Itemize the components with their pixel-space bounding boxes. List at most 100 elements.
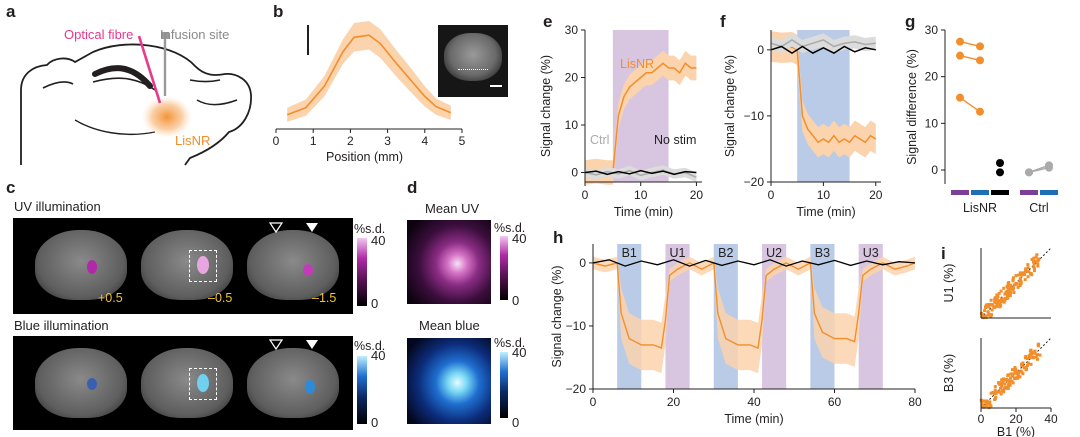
svg-e-ytick-label: 10 <box>565 118 579 132</box>
g-lisnr-point-blue <box>976 42 984 51</box>
i-point <box>1024 267 1028 271</box>
i-point <box>1003 298 1007 302</box>
i-ylabel: B3 (%) <box>942 354 956 392</box>
i-point <box>1006 387 1010 391</box>
g-lisnr-point-uv <box>956 51 964 60</box>
i-point <box>1032 256 1036 260</box>
i-point <box>1020 370 1024 374</box>
i-point <box>1029 349 1033 353</box>
i-point <box>980 400 984 404</box>
i-point <box>993 306 997 310</box>
i-point <box>1002 379 1006 383</box>
i-point <box>1005 377 1009 381</box>
i-point <box>1002 300 1006 304</box>
i-point <box>981 403 985 407</box>
i-point <box>1007 384 1011 388</box>
h-period-label: B2 <box>718 246 733 260</box>
i-point <box>1003 382 1007 386</box>
lisnr-glow <box>142 96 192 138</box>
i-point <box>988 303 992 307</box>
slice-label-1: +0.5 <box>98 291 123 305</box>
d-blue-scale-unit: %s.d. <box>494 336 526 350</box>
hollow-arrow-icon <box>268 222 284 234</box>
mean-uv-title: Mean UV <box>425 201 480 216</box>
i-point <box>990 308 994 312</box>
i-point <box>1000 388 1004 392</box>
mean-uv-image <box>407 220 491 304</box>
svg-f-ylabel: Signal change (%) <box>723 55 737 157</box>
i-point <box>1019 281 1023 285</box>
i-point <box>994 395 998 399</box>
h-ytick-label: −10 <box>566 319 587 333</box>
svg-f-ctrl-band <box>771 33 876 54</box>
h-ytick-label: −20 <box>566 382 587 396</box>
svg-e-series-no-stim <box>584 169 697 176</box>
i-point <box>1029 352 1033 356</box>
i-point <box>1023 269 1027 273</box>
chart-i: U1 (%) B3 (%) 0 20 40 B1 (%) <box>942 247 1058 437</box>
i-point <box>995 293 999 297</box>
g-lisnr-point-uv <box>956 37 964 46</box>
blue-colorbar <box>357 356 367 424</box>
i-point <box>1033 269 1037 273</box>
chart-e: 0 10 20 30 0 10 20 Time (min) Signal change (%) L… <box>539 23 703 219</box>
i-point <box>1037 342 1041 346</box>
blue-scale-min: 0 <box>371 415 379 430</box>
h-period-label: U2 <box>766 246 782 260</box>
h-period-label: U1 <box>670 246 686 260</box>
svg-f-ytick-label: 0 <box>757 43 764 57</box>
i-point <box>1036 259 1040 263</box>
h-period-label: U3 <box>863 246 879 260</box>
panel-letter-f: f <box>720 12 726 31</box>
g-ctrl-point-1 <box>1025 168 1033 177</box>
g-condition-bar <box>991 190 1009 195</box>
i-point <box>1010 286 1014 290</box>
h-xtick-label: 60 <box>828 395 842 409</box>
i-point <box>999 304 1003 308</box>
b-mean-line <box>286 34 452 116</box>
i-point <box>1026 263 1030 267</box>
chart-g: 0 10 20 30 Signal difference (%) LisNR Ctrl <box>905 23 1058 215</box>
i-point <box>1032 351 1036 355</box>
i-point <box>1011 381 1015 385</box>
d-blue-scale-min: 0 <box>512 415 520 430</box>
i-point <box>1035 353 1039 357</box>
svg-f-xtick-label: 10 <box>817 188 831 202</box>
h-period-label: B3 <box>815 246 830 260</box>
svg-f-xlabel: Time (min) <box>796 205 855 219</box>
panel-letter-a: a <box>6 2 16 21</box>
i-point <box>1025 363 1029 367</box>
i-point <box>987 305 991 309</box>
i-point <box>1015 376 1019 380</box>
h-xtick-label: 20 <box>667 395 681 409</box>
g-group-label-ctrl: Ctrl <box>1029 201 1048 215</box>
h-xtick-label: 40 <box>747 395 761 409</box>
mean-blue-colorbar <box>500 352 508 418</box>
optical-fibre <box>137 35 162 104</box>
i-xtick-label: 40 <box>1044 412 1058 426</box>
g-ytick-label: 0 <box>931 163 938 177</box>
i-point <box>992 391 996 395</box>
h-ylabel: Signal change (%) <box>550 265 564 367</box>
g-condition-bar <box>951 190 969 195</box>
panel-letter-b: b <box>273 2 284 21</box>
i-point <box>1003 296 1007 300</box>
i-point <box>1023 273 1027 277</box>
h-lisnr-band <box>593 256 915 374</box>
i-point <box>1036 344 1040 348</box>
blue-scale-max: 40 <box>371 348 386 363</box>
i-point <box>1006 288 1010 292</box>
infusion-site-label: Infusion site <box>160 27 230 42</box>
b-xtick-label: 3 <box>384 134 391 148</box>
g-ctrl-point-2 <box>1045 161 1053 170</box>
i-point <box>995 296 999 300</box>
i-point <box>1007 280 1011 284</box>
b-xtick-label: 0 <box>273 134 280 148</box>
i-point <box>1013 370 1017 374</box>
i-point <box>995 390 999 394</box>
svg-e-ylabel: Signal change (%) <box>539 55 553 157</box>
i-point <box>989 298 993 302</box>
svg-e-ytick-label: 30 <box>565 23 579 37</box>
svg-f-series-ctrl <box>770 39 876 48</box>
